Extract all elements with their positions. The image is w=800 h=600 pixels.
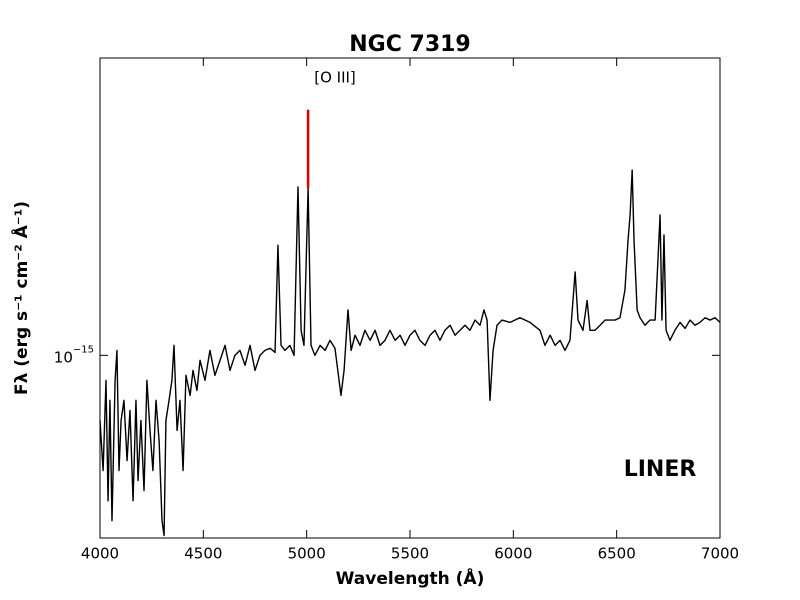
x-tick-label: 6000: [494, 545, 532, 563]
line-annotation: [O III]: [314, 69, 356, 87]
y-axis-label: Fλ (erg s⁻¹ cm⁻² Å⁻¹): [9, 201, 32, 395]
x-tick-label: 4500: [184, 545, 222, 563]
x-axis-label: Wavelength (Å): [336, 566, 485, 589]
spectrum-line: [99, 169, 721, 537]
y-tick-base: 10: [54, 348, 73, 366]
class-annotation: LINER: [624, 457, 697, 482]
y-tick-label: 10−15: [54, 344, 94, 366]
y-tick-exponent: −15: [73, 344, 94, 355]
x-tick-label: 4000: [81, 545, 119, 563]
x-tick-label: 6500: [598, 545, 636, 563]
x-tick-label: 7000: [701, 545, 739, 563]
x-tick-label: 5000: [288, 545, 326, 563]
chart-title: NGC 7319: [349, 32, 471, 57]
x-tick-label: 5500: [391, 545, 429, 563]
